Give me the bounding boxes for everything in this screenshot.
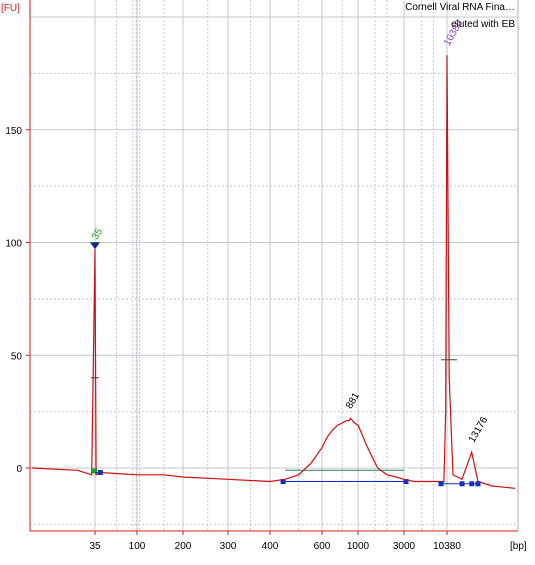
upper-marker-point — [438, 481, 444, 487]
smear-region-lines — [280, 469, 409, 485]
x-tick-label: 300 — [220, 541, 237, 552]
x-tick-label: 3000 — [393, 541, 416, 552]
y-tick-label: 0 — [16, 464, 22, 475]
y-tick-label: 50 — [11, 351, 23, 362]
chart-title: Cornell Viral RNA Fina… — [405, 2, 515, 13]
x-tick-label: 35 — [89, 541, 101, 552]
chart-subtitle: eluted with EB — [451, 19, 515, 30]
y-axis-label: [FU] — [1, 3, 20, 14]
x-axis-label: [bp] — [510, 541, 527, 552]
y-tick-label: 150 — [5, 126, 22, 137]
upper-marker-point — [469, 481, 475, 487]
y-tick-label: 100 — [5, 239, 22, 250]
x-tick-label: 10380 — [433, 541, 461, 552]
peak-marker-triangle — [90, 242, 100, 250]
x-tick-label: 200 — [175, 541, 192, 552]
x-tick-label: 400 — [262, 541, 279, 552]
x-tick-label: 1000 — [347, 541, 370, 552]
marker-end-point — [97, 470, 103, 476]
series-line — [31, 55, 516, 489]
marker-start-point — [92, 468, 97, 474]
region-bound-marker — [403, 479, 409, 485]
region-bound-marker — [280, 479, 286, 485]
grid — [30, 0, 518, 531]
x-tick-label: 600 — [314, 541, 331, 552]
x-tick-label: 100 — [129, 541, 146, 552]
peak-label: 35 — [90, 226, 105, 242]
upper-marker-point — [475, 481, 481, 487]
axis-ticks: 0 50 100 150 35 100 200 300 400 600 1000 3000 10380 — [5, 126, 461, 552]
upper-marker-point — [459, 481, 465, 487]
